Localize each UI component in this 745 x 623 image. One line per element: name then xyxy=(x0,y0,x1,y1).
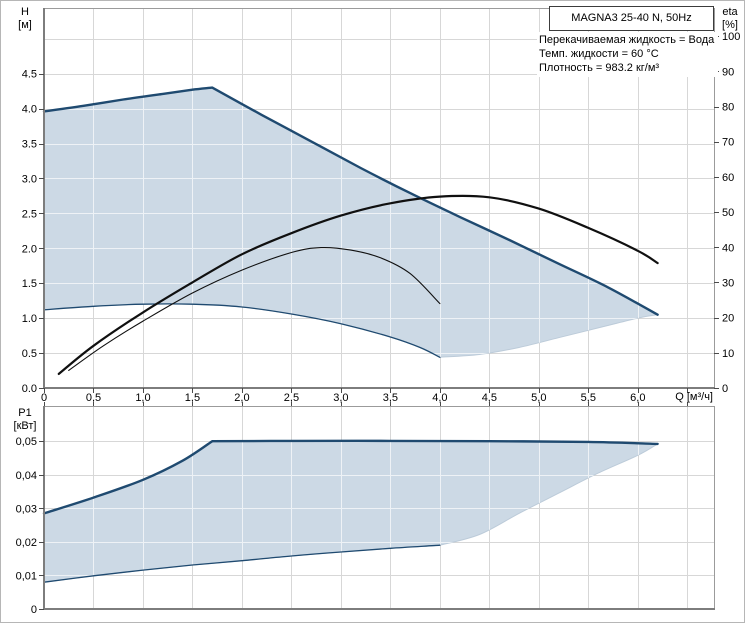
svg-text:0: 0 xyxy=(41,392,47,404)
operating-conditions: Перекачиваемая жидкость = Вода Темп. жид… xyxy=(537,32,719,77)
svg-text:0.5: 0.5 xyxy=(22,348,37,360)
svg-text:20: 20 xyxy=(722,313,734,325)
svg-text:0,01: 0,01 xyxy=(16,570,37,582)
h-axis-unit: [м] xyxy=(18,19,32,31)
eta-min-speed-curve xyxy=(68,246,441,371)
tick-labels: 0.0 0.5 1.0 1.5 2.0 2.5 3.0 3.5 4.0 4.5 0 10 20 30 40 5… xyxy=(22,31,741,404)
svg-text:90: 90 xyxy=(722,66,734,78)
frame-top-right xyxy=(44,406,715,609)
power-panel: 0 0,01 0,02 0,03 0,04 0,05 xyxy=(16,402,715,616)
info-line-temperature: Темп. жидкости = 60 °C xyxy=(539,48,659,60)
svg-text:70: 70 xyxy=(722,137,734,149)
info-line-density: Плотность = 983.2 кг/м³ xyxy=(539,62,660,74)
svg-text:2.0: 2.0 xyxy=(22,243,37,255)
svg-text:50: 50 xyxy=(722,207,734,219)
svg-text:3.0: 3.0 xyxy=(22,173,37,185)
pump-title-box: MAGNA3 25-40 N, 50Hz xyxy=(549,6,714,31)
eta-max-speed-curve xyxy=(57,194,659,375)
svg-text:100: 100 xyxy=(722,31,740,43)
info-line-fluid: Перекачиваемая жидкость = Вода xyxy=(539,34,715,46)
svg-text:0,03: 0,03 xyxy=(16,503,37,515)
svg-text:3,0: 3,0 xyxy=(333,392,348,404)
svg-text:0,04: 0,04 xyxy=(16,470,37,482)
q-axis-label: Q [м³/ч] xyxy=(675,391,713,403)
svg-text:60: 60 xyxy=(722,172,734,184)
p1-axis-unit: [кВт] xyxy=(13,420,37,432)
svg-text:0,05: 0,05 xyxy=(16,436,37,448)
svg-text:1.0: 1.0 xyxy=(22,313,37,325)
svg-text:0,02: 0,02 xyxy=(16,537,37,549)
eta-axis-label: eta [%] xyxy=(715,6,744,32)
svg-text:6,0: 6,0 xyxy=(630,392,645,404)
tick-marks xyxy=(39,402,688,610)
eta-axis-unit: [%] xyxy=(722,19,738,31)
svg-text:0,5: 0,5 xyxy=(86,392,101,404)
p1-min-speed-curve xyxy=(43,544,441,583)
svg-text:4,0: 4,0 xyxy=(432,392,447,404)
eta-axis-symbol: eta xyxy=(722,6,738,18)
svg-text:4.5: 4.5 xyxy=(22,69,37,81)
head-max-speed-curve xyxy=(42,86,659,316)
svg-text:2,5: 2,5 xyxy=(284,392,299,404)
svg-text:2,0: 2,0 xyxy=(234,392,249,404)
duty-range-fill xyxy=(43,440,660,583)
svg-text:1,5: 1,5 xyxy=(185,392,200,404)
h-axis-symbol: H xyxy=(21,6,29,18)
head-min-speed-curve xyxy=(43,303,441,358)
svg-text:4,5: 4,5 xyxy=(482,392,497,404)
frame-left-bottom xyxy=(43,8,715,389)
svg-text:0: 0 xyxy=(722,383,728,395)
p1-axis-symbol: P1 xyxy=(18,407,32,419)
svg-text:5,5: 5,5 xyxy=(581,392,596,404)
svg-text:1,0: 1,0 xyxy=(135,392,150,404)
svg-text:3,5: 3,5 xyxy=(383,392,398,404)
p1-max-speed-curve xyxy=(42,439,659,515)
svg-text:10: 10 xyxy=(722,348,734,360)
svg-text:80: 80 xyxy=(722,102,734,114)
tick-labels: 0 0,01 0,02 0,03 0,04 0,05 xyxy=(16,436,37,616)
svg-text:0: 0 xyxy=(31,604,37,616)
head-efficiency-panel: 0.0 0.5 1.0 1.5 2.0 2.5 3.0 3.5 4.0 4.5 0 10 20 30 40 5… xyxy=(22,8,741,404)
svg-text:5,0: 5,0 xyxy=(531,392,546,404)
p1-axis-label: P1 [кВт] xyxy=(5,407,45,433)
svg-text:1.5: 1.5 xyxy=(22,278,37,290)
svg-text:40: 40 xyxy=(722,242,734,254)
svg-text:30: 30 xyxy=(722,277,734,289)
svg-text:3.5: 3.5 xyxy=(22,139,37,151)
h-axis-label: H [м] xyxy=(9,6,41,32)
svg-text:4.0: 4.0 xyxy=(22,104,37,116)
svg-text:0.0: 0.0 xyxy=(22,383,37,395)
svg-text:2.5: 2.5 xyxy=(22,208,37,220)
